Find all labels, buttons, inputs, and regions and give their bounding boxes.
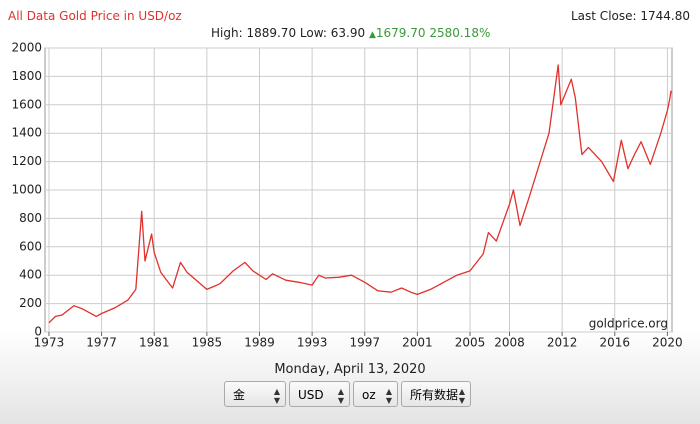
y-tick-label: 0 (34, 325, 42, 339)
y-tick-label: 800 (19, 211, 42, 225)
x-tick-label: 2001 (402, 336, 433, 350)
range: 所有数据 (410, 388, 459, 402)
metal: 金 (233, 388, 246, 402)
y-tick-label: 1200 (11, 154, 42, 168)
y-tick-label: 1000 (11, 183, 42, 197)
unit: oz (362, 388, 376, 402)
x-tick-label: 1985 (192, 336, 223, 350)
up-icon: ▲ (368, 30, 376, 40)
x-tick-label: 2008 (494, 336, 525, 350)
date: Monday, April 13, 2020 (274, 362, 426, 377)
change: 1679.70 (375, 26, 426, 40)
x-tick-label: 1973 (34, 336, 65, 350)
y-tick-label: 1400 (11, 126, 42, 140)
change-pct: 2580.18% (429, 26, 491, 40)
y-tick-label: 200 (19, 296, 42, 310)
last-close-value: 1744.80 (640, 9, 690, 23)
x-tick-label: 1997 (349, 336, 380, 350)
last-close: Last Close: 1744.80 (571, 9, 690, 23)
unit-select[interactable]: oz ▲ ▼ (353, 381, 398, 407)
high-label: High: (211, 26, 243, 40)
x-tick-label: 1989 (244, 336, 275, 350)
x-tick-label: 2020 (652, 336, 683, 350)
y-tick-label: 1600 (11, 97, 42, 111)
chart-title: All Data Gold Price in USD/oz (8, 9, 182, 23)
watermark: goldprice.org (589, 317, 668, 331)
metal-select[interactable]: 金 ▲ ▼ (224, 381, 286, 407)
y-tick-label: 600 (19, 239, 42, 253)
low-label: Low: (299, 26, 327, 40)
y-tick-label: 2000 (11, 41, 42, 55)
last-close-label: Last Close: (571, 9, 637, 23)
low: 63.90 (330, 26, 366, 40)
x-tick-label: 2012 (547, 336, 578, 350)
currency: USD (298, 388, 324, 402)
x-tick-label: 1977 (86, 336, 117, 350)
range-select[interactable]: 所有数据 ▲ ▼ (401, 381, 471, 407)
price-line (48, 64, 672, 324)
currency-select[interactable]: USD ▲ ▼ (289, 381, 350, 407)
y-tick-label: 400 (19, 268, 42, 282)
high: 1889.70 (246, 26, 297, 40)
x-tick-label: 1981 (139, 336, 170, 350)
stats: High: 1889.70 Low: 63.90 ▲1679.70 2580.1… (211, 26, 490, 40)
y-tick-label: 1800 (11, 69, 42, 83)
x-tick-label: 2016 (599, 336, 630, 350)
chart: 0 200 400 600 800 1000 1200 1400 1600 1800 2000 197… (11, 41, 683, 350)
x-tick-label: 2005 (455, 336, 486, 350)
x-tick-label: 1993 (297, 336, 328, 350)
